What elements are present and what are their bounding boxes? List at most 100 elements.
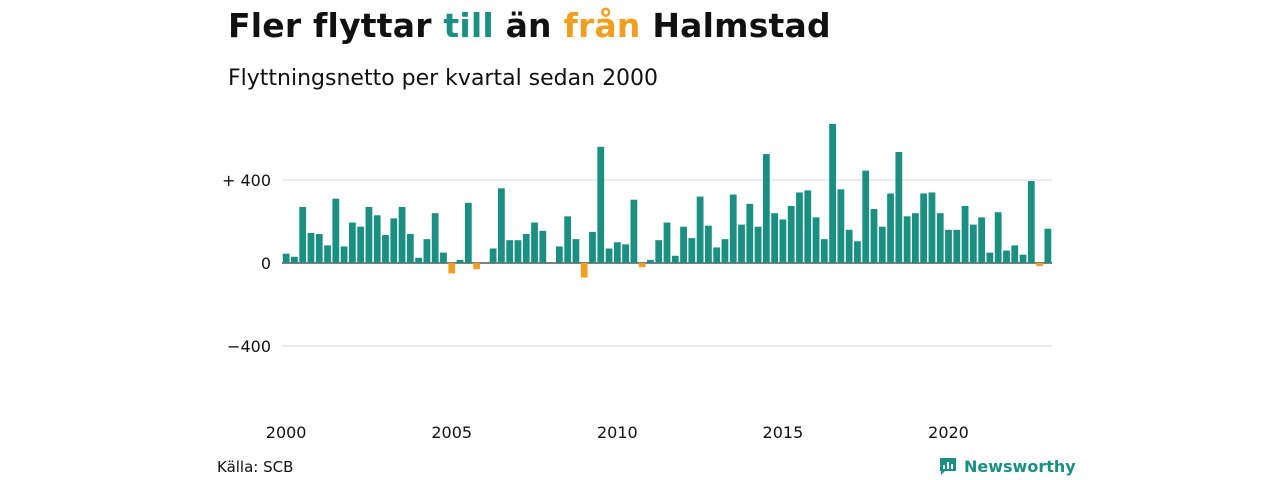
bar [771, 213, 779, 263]
bar [282, 253, 290, 263]
brand-name: Newsworthy [964, 456, 1076, 476]
bar [373, 215, 381, 263]
x-tick-label: 2015 [763, 423, 804, 442]
bar [431, 213, 439, 263]
bar [911, 213, 919, 263]
bar [820, 239, 828, 263]
bar [630, 199, 638, 263]
title-part: från [563, 6, 641, 45]
bar [903, 216, 911, 263]
bar [969, 224, 977, 263]
axis-labels: + 400 0 −400 2000 2005 2010 2015 2020 [222, 171, 969, 442]
bar [878, 226, 886, 263]
bar [762, 154, 770, 263]
bar [746, 203, 754, 263]
bar [862, 170, 870, 263]
bar [415, 257, 423, 263]
bar [1003, 250, 1010, 263]
bar [580, 263, 588, 278]
bar [1011, 245, 1019, 263]
bar [514, 240, 522, 263]
bar [986, 252, 994, 264]
bar [489, 248, 497, 263]
bar [324, 245, 331, 263]
bar [390, 218, 398, 263]
bar [729, 194, 737, 263]
bar [589, 231, 596, 264]
title-part: än [493, 6, 564, 45]
bars [282, 123, 1052, 278]
bar [555, 246, 563, 263]
chart-title: Fler flyttar till än från Halmstad [228, 6, 831, 45]
bar [829, 123, 836, 263]
bar [398, 206, 406, 263]
bar [961, 205, 969, 263]
bar [307, 232, 315, 263]
bar [572, 239, 580, 263]
title-part: Fler flyttar [228, 6, 444, 45]
bar [1027, 181, 1035, 263]
bar [738, 224, 745, 263]
bar [688, 238, 696, 263]
bar [464, 202, 472, 263]
y-tick-label: + 400 [222, 171, 271, 190]
bar [382, 234, 389, 263]
bar [498, 188, 505, 263]
bar [705, 225, 712, 263]
bar [531, 222, 538, 263]
bar [936, 213, 944, 263]
bar [597, 146, 605, 263]
bar [332, 198, 340, 264]
source-label: Källa: SCB [217, 458, 294, 476]
bar [440, 252, 447, 264]
bar [779, 219, 787, 263]
x-tick-label: 2005 [431, 423, 472, 442]
bar [423, 239, 431, 263]
bar [340, 246, 348, 263]
bar [473, 263, 480, 270]
chart-subtitle: Flyttningsnetto per kvartal sedan 2000 [228, 66, 659, 91]
bar [365, 206, 373, 263]
bar [1036, 263, 1043, 267]
bar [787, 205, 795, 263]
x-tick-label: 2020 [928, 423, 969, 442]
bar [713, 247, 721, 263]
title-part: till [443, 6, 494, 45]
bar [564, 216, 572, 263]
newsworthy-logo-icon [940, 458, 956, 475]
title-part: Halmstad [640, 6, 831, 45]
bar [754, 226, 762, 263]
x-tick-label: 2000 [266, 423, 307, 442]
bar [406, 233, 414, 263]
bar [655, 240, 663, 263]
bar [978, 217, 986, 263]
bar [721, 239, 729, 263]
bar [299, 206, 307, 263]
bar [796, 192, 803, 263]
bar [448, 263, 456, 274]
brand-logo: Newsworthy [938, 456, 1076, 476]
bar [605, 248, 613, 263]
bar [663, 222, 671, 263]
bar [804, 190, 812, 264]
bar [622, 244, 629, 263]
bar [315, 233, 323, 263]
bar [348, 222, 356, 263]
bar [647, 259, 654, 263]
y-tick-label: −400 [227, 337, 271, 356]
bar [1019, 254, 1027, 263]
bar [522, 233, 530, 263]
bar [895, 151, 903, 263]
bar [1044, 228, 1052, 263]
bar [696, 196, 704, 263]
bar [845, 229, 853, 263]
bar [456, 259, 464, 263]
bar [994, 212, 1002, 263]
bar [928, 192, 936, 263]
bar [357, 226, 365, 263]
bar [837, 189, 845, 263]
bar [291, 256, 298, 263]
bar [539, 230, 547, 263]
bar [920, 193, 928, 263]
